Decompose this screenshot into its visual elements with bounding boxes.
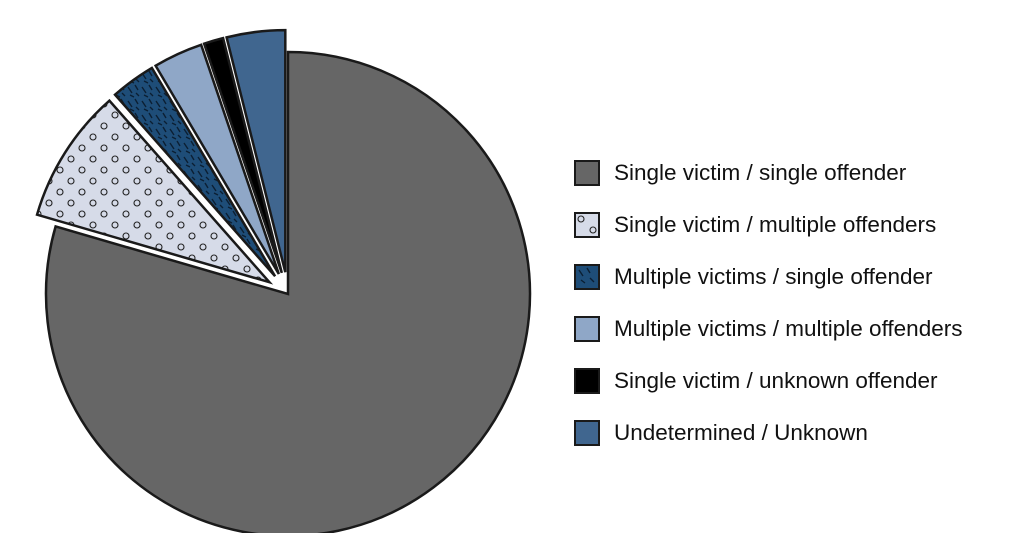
pie-slice (202, 36, 284, 274)
legend-swatch (574, 316, 600, 342)
pie-slice (35, 98, 274, 285)
pie-slice (225, 28, 287, 273)
chart-legend: Single victim / single offender Single v… (574, 147, 1019, 459)
legend-swatch (574, 420, 600, 446)
legend-swatch (574, 368, 600, 394)
legend-item: Multiple victims / multiple offenders (574, 303, 1019, 355)
pie-slice (153, 43, 281, 275)
pie-slice (44, 50, 532, 533)
legend-item: Single victim / multiple offenders (574, 199, 1019, 251)
legend-label: Single victim / unknown offender (614, 368, 938, 393)
legend-swatch (574, 160, 600, 186)
legend-label: Undetermined / Unknown (614, 420, 868, 445)
legend-item: Single victim / single offender (574, 147, 1019, 199)
legend-item: Undetermined / Unknown (574, 407, 1019, 459)
legend-label: Multiple victims / single offender (614, 264, 933, 289)
legend-label: Single victim / single offender (614, 160, 907, 185)
legend-swatch (574, 212, 600, 238)
legend-item: Multiple victims / single offender (574, 251, 1019, 303)
pie-slice (113, 66, 277, 278)
legend-item: Single victim / unknown offender (574, 355, 1019, 407)
legend-label: Multiple victims / multiple offenders (614, 316, 963, 341)
legend-label: Single victim / multiple offenders (614, 212, 937, 237)
legend-swatch (574, 264, 600, 290)
